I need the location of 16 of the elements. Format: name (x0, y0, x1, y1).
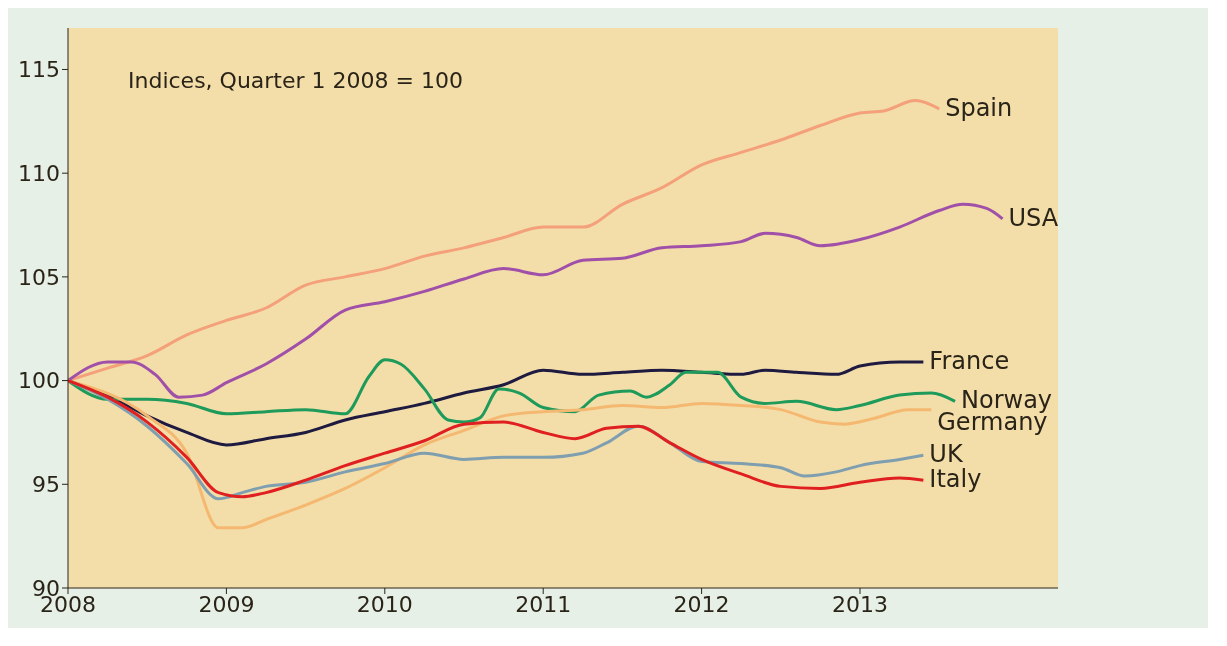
y-tick-label: 95 (32, 472, 60, 498)
series-label: France (929, 346, 1010, 375)
x-tick-label: 2012 (673, 591, 730, 617)
y-tick-label: 100 (18, 368, 60, 394)
series-label: Spain (945, 93, 1013, 122)
line-series (68, 379, 933, 530)
x-tick-label: 2011 (515, 591, 572, 617)
x-tick-label: 2009 (198, 591, 255, 617)
series-label: USA (1008, 203, 1059, 232)
x-tick-label: 2010 (356, 591, 413, 617)
series-label: Norway (961, 386, 1053, 415)
y-tick-label: 115 (18, 57, 60, 83)
y-tick-label: 110 (18, 161, 60, 186)
annotation: Indices, Quarter 1 2008 = 100 (128, 68, 463, 93)
y-tick-label: 105 (18, 264, 60, 290)
x-tick-label: 2013 (832, 591, 888, 617)
